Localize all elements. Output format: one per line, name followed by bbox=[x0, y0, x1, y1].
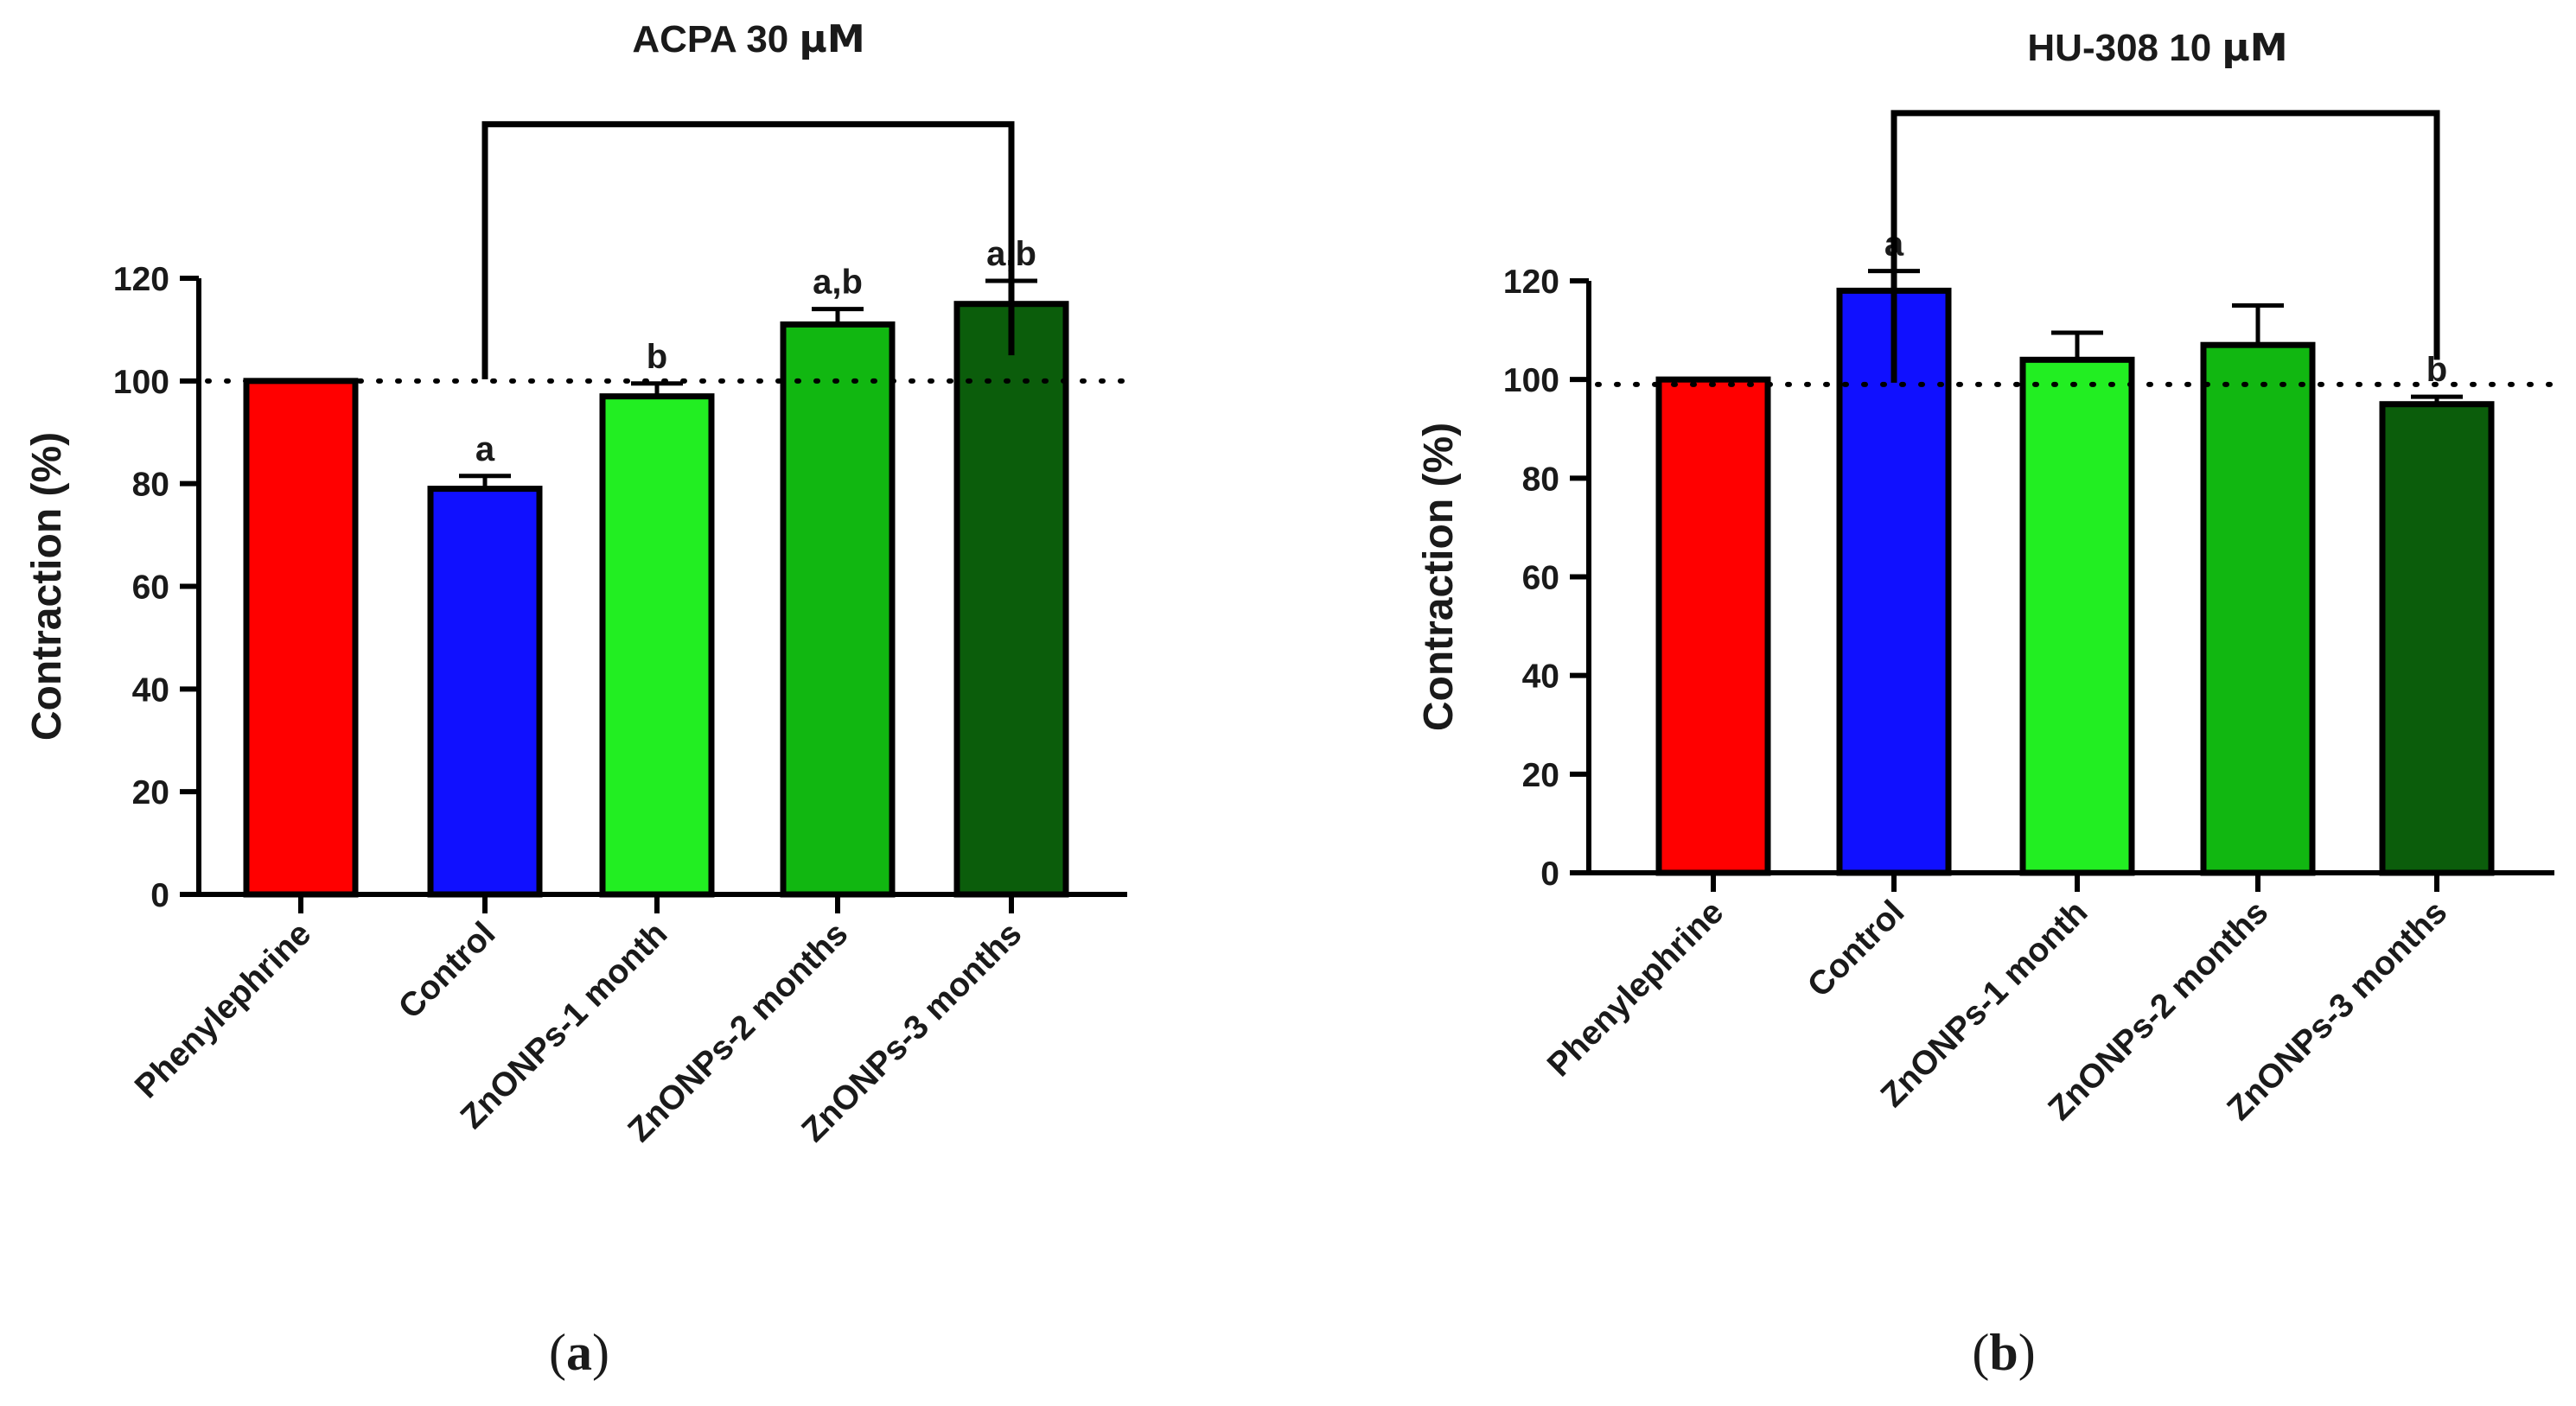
y-tick-label: 60 bbox=[1522, 560, 1559, 597]
significance-bracket bbox=[1891, 110, 2440, 383]
chart-title-text: ACPA 30 bbox=[632, 18, 799, 60]
bar bbox=[2379, 401, 2495, 876]
chart-title-text: HU-308 10 bbox=[2027, 27, 2222, 69]
bar bbox=[953, 301, 1069, 898]
panel-label-paren: ) bbox=[2018, 1324, 2036, 1381]
panel-label-paren: ( bbox=[549, 1324, 566, 1381]
chart-title-unit: μM bbox=[800, 17, 865, 61]
significance-label: b bbox=[647, 338, 667, 376]
panel-label: (a) bbox=[549, 1324, 609, 1381]
y-tick-label: 20 bbox=[132, 774, 169, 811]
chart-title: HU-308 10 μM bbox=[2027, 26, 2287, 70]
y-tick-label: 100 bbox=[113, 364, 169, 401]
bar bbox=[243, 378, 359, 898]
x-tick-label: Phenylephrine bbox=[128, 915, 318, 1105]
x-tick-label: Control bbox=[1801, 894, 1911, 1004]
panel-label-letter: b bbox=[1989, 1324, 2018, 1381]
bar bbox=[2019, 356, 2135, 876]
panel-label-paren: ) bbox=[592, 1324, 609, 1381]
significance-bracket bbox=[481, 121, 1015, 379]
y-tick-label: 120 bbox=[1503, 264, 1559, 301]
y-tick-label: 60 bbox=[132, 569, 169, 607]
panel-label-paren: ( bbox=[1972, 1324, 1989, 1381]
bar bbox=[1655, 376, 1771, 876]
y-tick-label: 40 bbox=[132, 671, 169, 709]
y-tick-label: 120 bbox=[113, 261, 169, 298]
x-tick-label: Control bbox=[392, 915, 502, 1026]
y-tick-label: 0 bbox=[150, 877, 169, 914]
bar bbox=[780, 321, 896, 898]
y-tick-label: 100 bbox=[1503, 362, 1559, 399]
y-tick-label: 20 bbox=[1522, 757, 1559, 794]
significance-label: a bbox=[475, 430, 495, 468]
bar bbox=[599, 393, 715, 898]
chart-title: ACPA 30 μM bbox=[632, 17, 864, 61]
significance-label: a,b bbox=[813, 264, 863, 302]
bar bbox=[2200, 341, 2316, 876]
y-tick-label: 80 bbox=[1522, 461, 1559, 498]
chart-title-unit: μM bbox=[2222, 26, 2287, 70]
panel-label-letter: a bbox=[566, 1324, 592, 1381]
y-tick-label: 0 bbox=[1540, 856, 1559, 893]
y-tick-label: 40 bbox=[1522, 658, 1559, 696]
y-tick-label: 80 bbox=[132, 467, 169, 504]
x-tick-label: Phenylephrine bbox=[1540, 894, 1731, 1084]
y-axis-label: Contraction (%) bbox=[24, 432, 70, 741]
panel-label: (b) bbox=[1972, 1324, 2035, 1381]
bar bbox=[427, 486, 543, 898]
y-axis-label: Contraction (%) bbox=[1416, 423, 1462, 731]
